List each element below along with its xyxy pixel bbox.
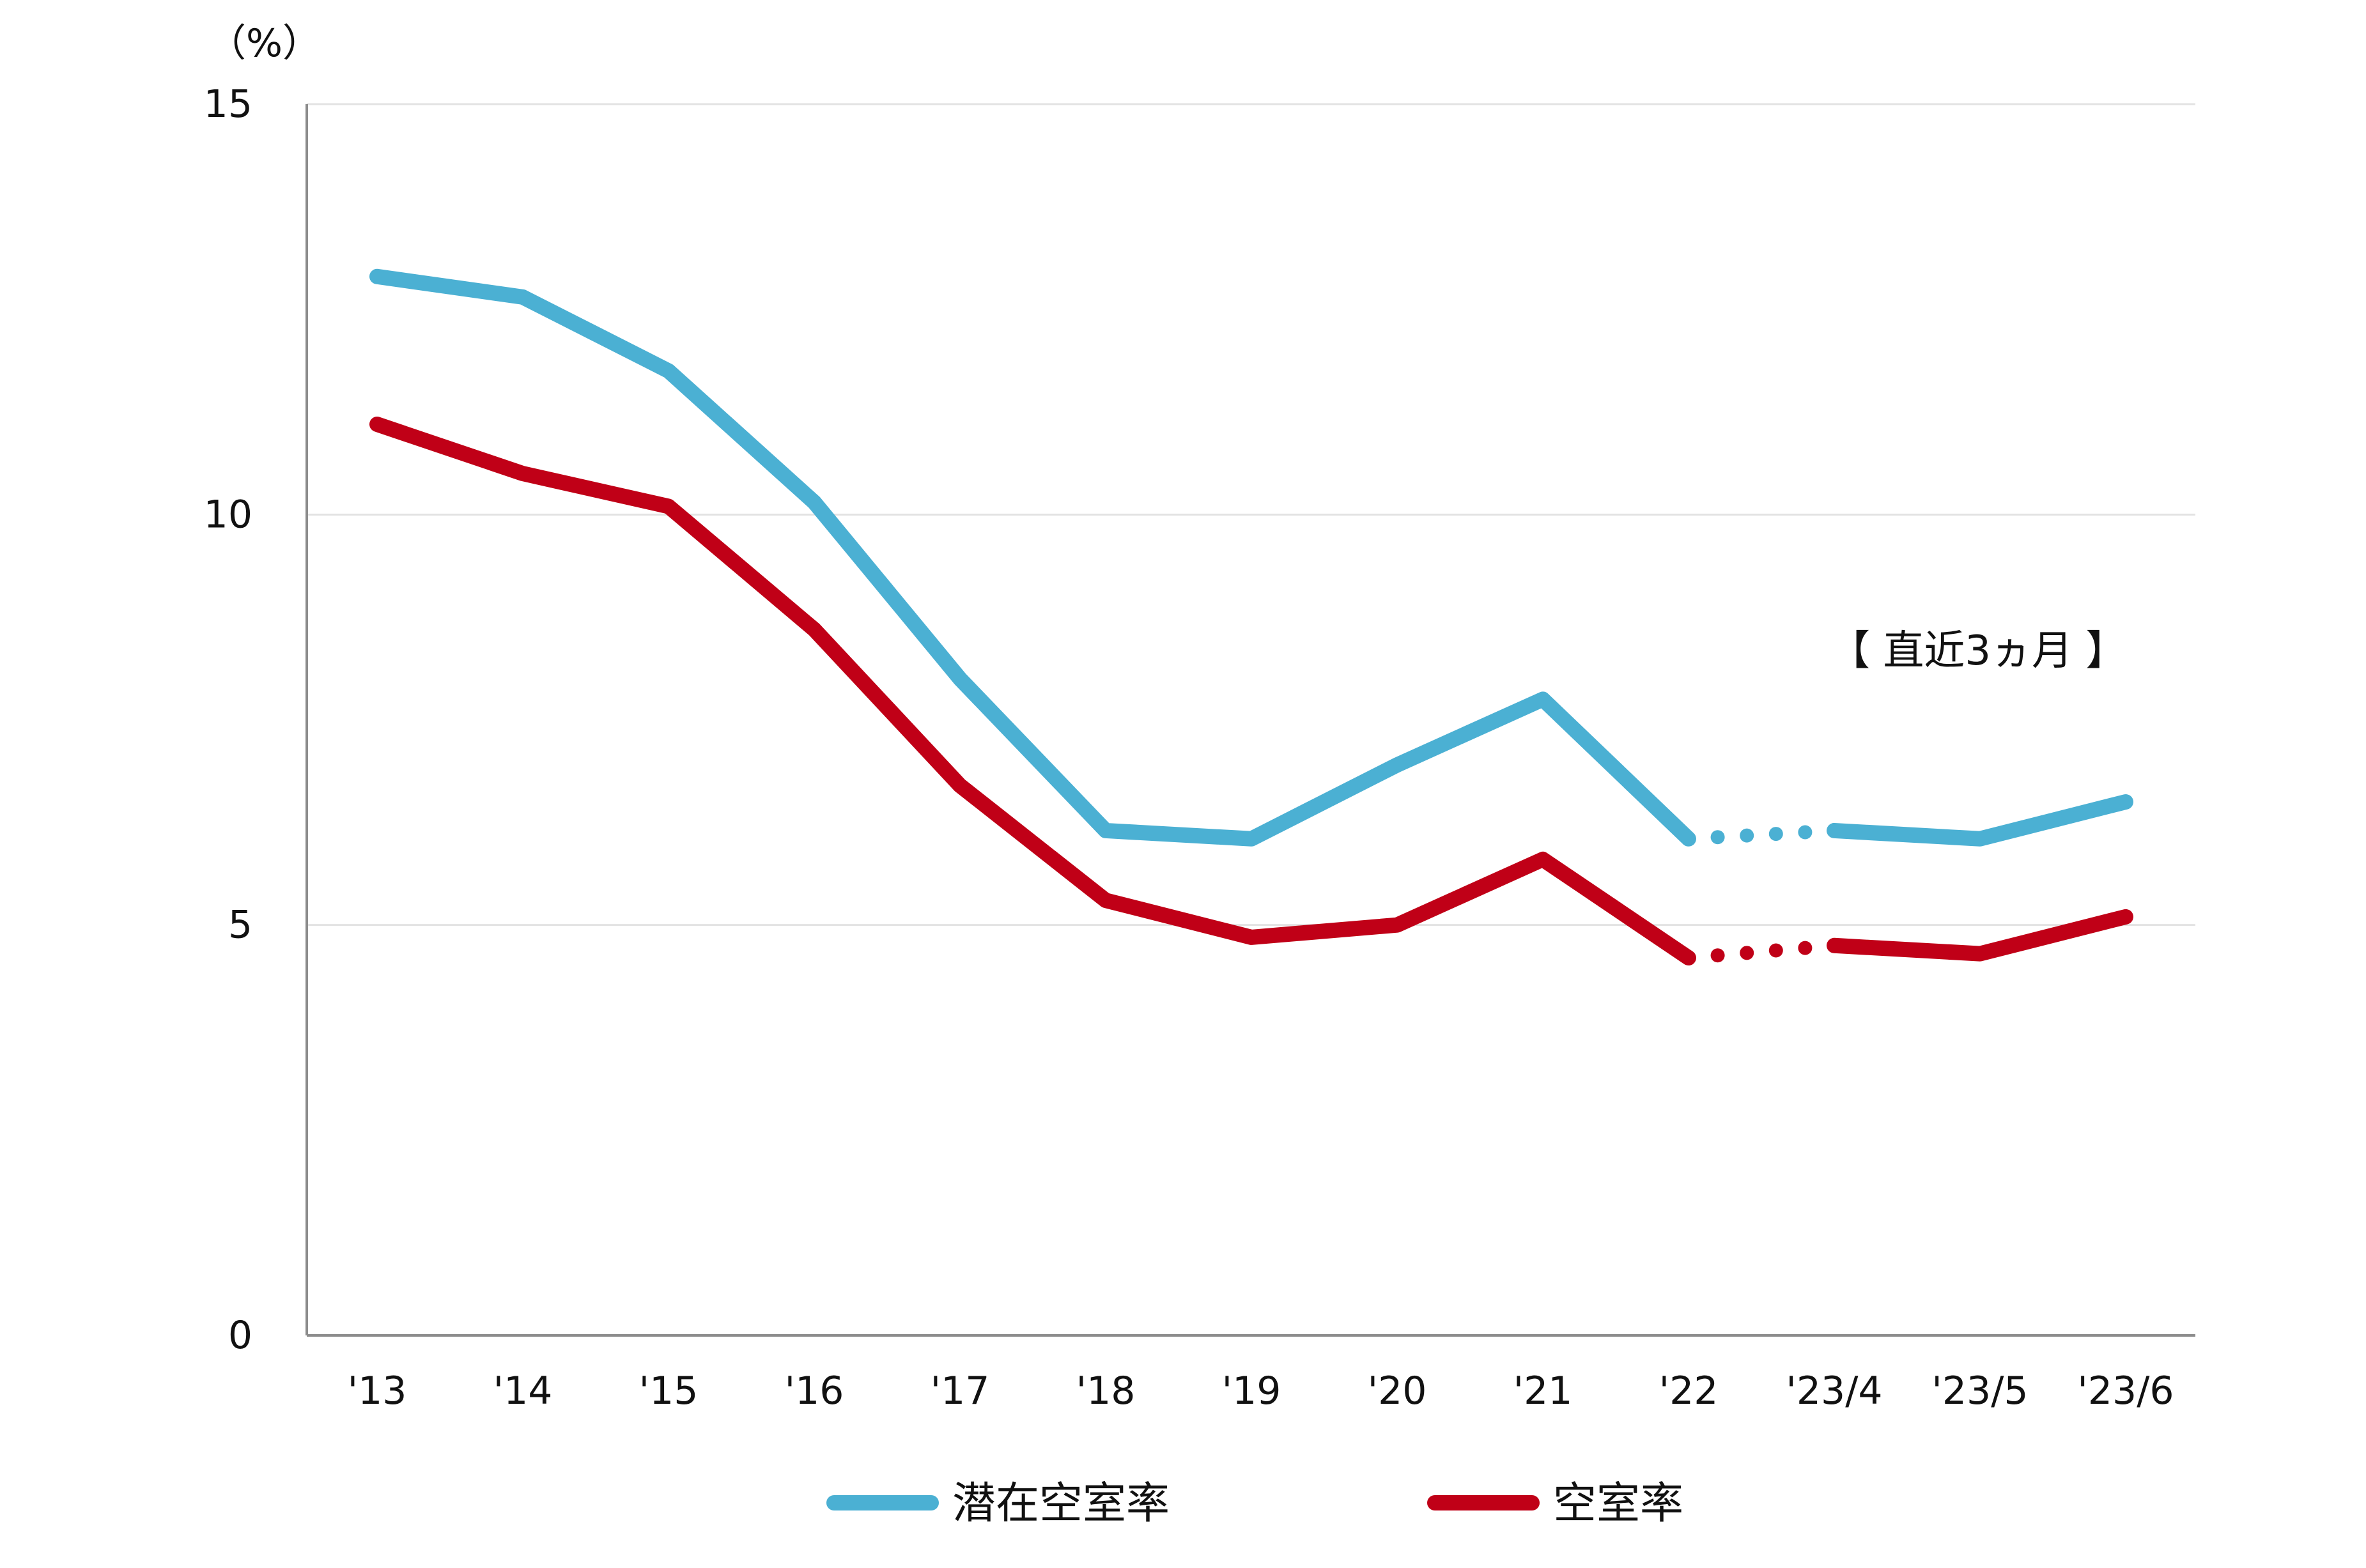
series-line-monthly [1827,794,2133,847]
data-point [959,678,961,679]
data-point [1105,900,1106,901]
x-tick-label: '23/4 [1786,1369,1882,1413]
x-tick-label: '18 [1076,1369,1136,1413]
series-dotted-connector [1740,946,1754,960]
series-line-annual [369,268,1696,847]
x-tick-label: '21 [1513,1369,1573,1413]
x-tick-labels: '13 '14 '15 '16 '17 '18 '19 '20 '21 '22 '23/4 '23/5… [348,1369,2174,1413]
series-dotted-connector [1768,827,1783,842]
legend-label: 空室率 [1553,1479,1683,1529]
x-tick-label: '13 [348,1369,407,1413]
x-tick-label: '23/6 [2077,1369,2174,1413]
series-dotted-connector [1740,828,1754,843]
series-line-monthly [1827,909,2133,962]
recent-three-months-annotation: 【 直近3ヵ月 】 [1829,627,2126,675]
series-dotted-connector [1827,938,1841,953]
series-dotted-connector [1798,825,1813,840]
series-0 [369,268,2133,847]
x-tick-label: '20 [1368,1369,1427,1413]
x-tick-label: '15 [639,1369,699,1413]
series-line-annual [369,417,1696,966]
y-tick-label: 5 [228,903,252,948]
series-dotted-connector [1710,948,1725,963]
data-point [814,629,815,630]
data-point [814,502,815,503]
x-tick-label: '23/5 [1931,1369,2028,1413]
data-point [1979,838,1981,840]
series-layer [369,268,2133,966]
y-axis-unit: （%） [208,21,321,66]
data-point [1834,945,1835,946]
data-point [376,424,378,425]
y-tick-label: 0 [228,1313,252,1358]
data-point [522,473,523,474]
data-point [1396,764,1398,765]
series-dotted-connector [1827,823,1841,838]
data-point [1542,859,1543,860]
series-dotted-connector [1682,831,1696,846]
data-point [1979,953,1981,955]
x-tick-label: '14 [493,1369,553,1413]
x-tick-label: '19 [1222,1369,1281,1413]
data-point [1542,698,1543,700]
data-point [1688,838,1689,840]
x-tick-label: '22 [1659,1369,1719,1413]
gridlines [307,103,2195,926]
data-point [1105,830,1106,831]
data-point [1688,957,1689,958]
series-dotted-connector [1768,943,1783,958]
data-point [522,296,523,298]
data-point [2125,916,2126,918]
data-point [668,505,669,507]
data-point [668,371,669,372]
legend-label: 潜在空室率 [952,1479,1170,1529]
data-point [376,276,378,277]
series-dotted-connector [1710,830,1725,845]
series-dotted-connector [1682,951,1696,965]
series-1 [369,417,2133,966]
x-tick-label: '16 [785,1369,844,1413]
legend: 潜在空室率 空室率 [826,1479,1683,1529]
data-point [1251,937,1252,938]
y-tick-labels: 0 5 10 15 [204,82,252,1358]
data-point [1834,830,1835,831]
data-point [959,785,961,786]
data-point [1251,838,1252,840]
y-tick-label: 15 [204,82,252,127]
x-tick-label: '17 [931,1369,990,1413]
series-dotted-connector [1798,941,1813,955]
axes [305,104,2195,1337]
y-tick-label: 10 [204,492,252,537]
data-point [2125,801,2126,803]
data-point [1396,925,1398,926]
